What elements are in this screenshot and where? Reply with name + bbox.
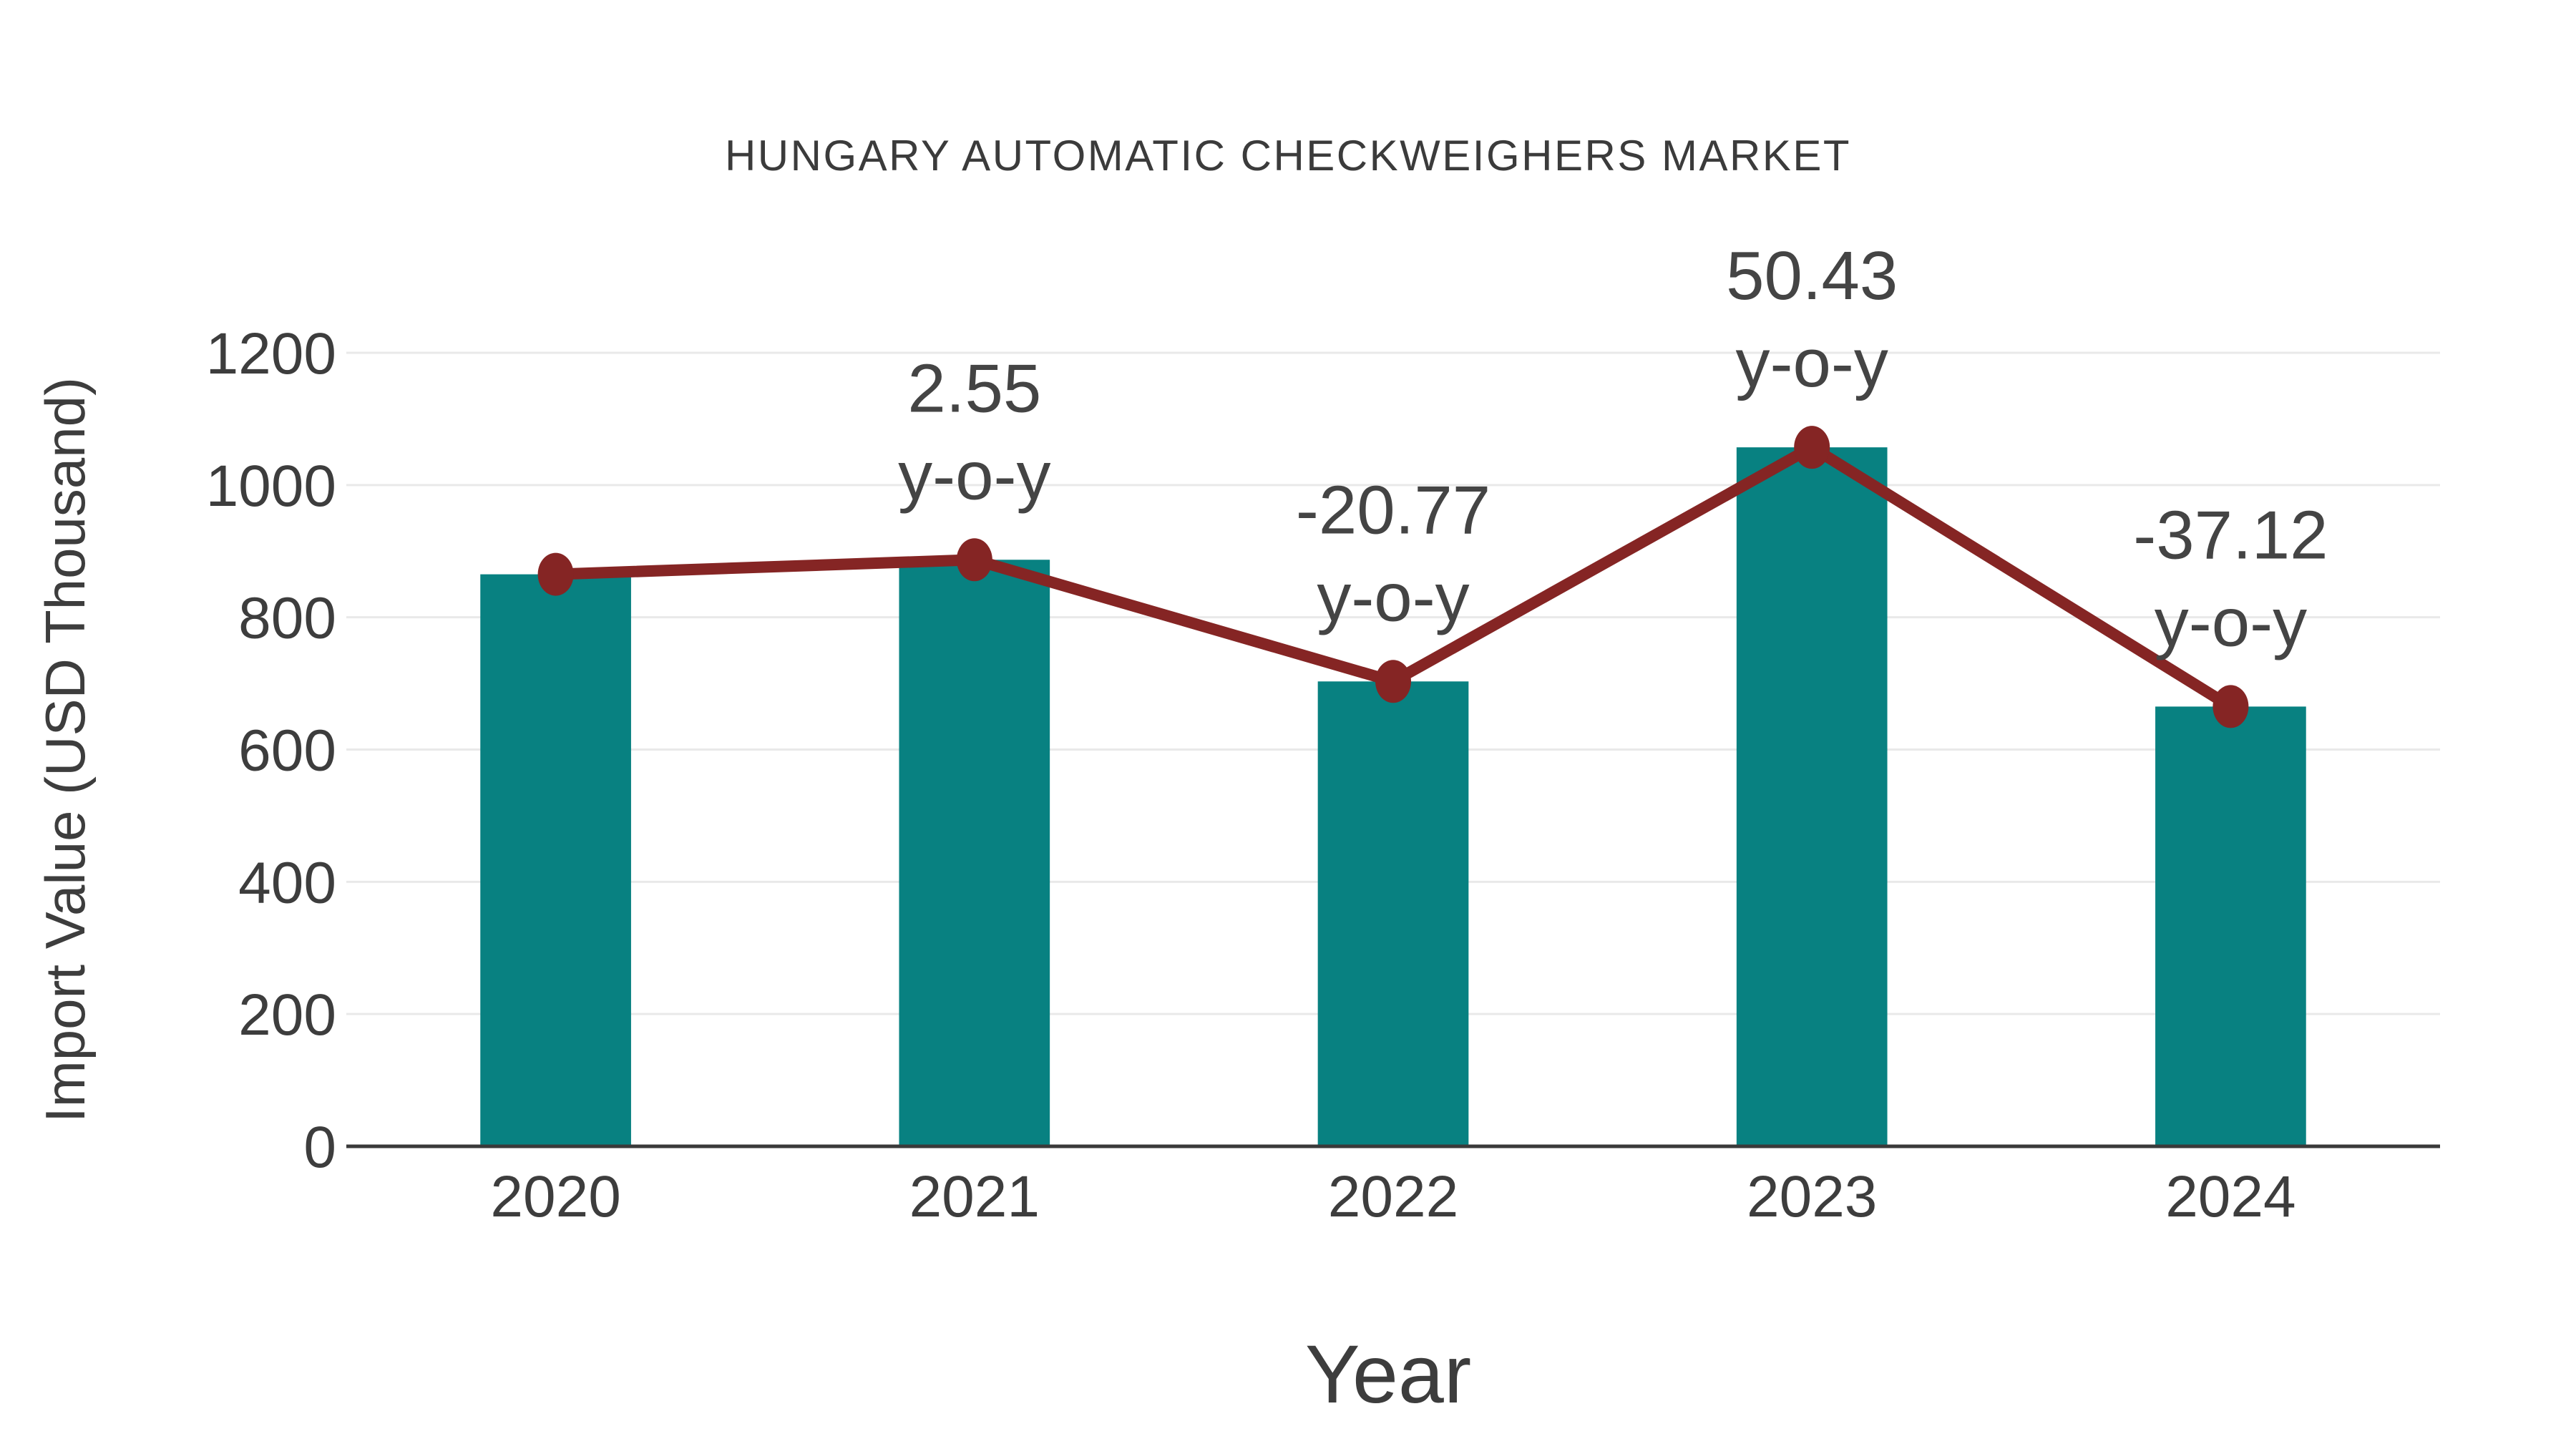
annotation-suffix-2023: y-o-y [1736, 325, 1888, 401]
y-tick-label-1000: 1000 [206, 454, 336, 519]
y-tick-label-0: 0 [303, 1115, 336, 1180]
bar-2024 [2155, 706, 2306, 1146]
annotation-value-2023: 50.43 [1726, 238, 1898, 314]
line-series-layer [537, 426, 2249, 728]
x-tick-labels: 2020 2021 2022 2023 2024 [490, 1164, 2296, 1229]
annotation-value-2021: 2.55 [907, 350, 1041, 426]
x-tick-label-2021: 2021 [909, 1164, 1040, 1229]
bars-layer [480, 447, 2306, 1146]
bar-2021 [899, 560, 1050, 1146]
chart-title: HUNGARY AUTOMATIC CHECKWEIGHERS MARKET [725, 132, 1851, 180]
bar-2020 [480, 574, 631, 1146]
marker-2024 [2212, 685, 2249, 728]
x-tick-label-2020: 2020 [490, 1164, 620, 1229]
y-tick-label-200: 200 [238, 982, 336, 1048]
x-tick-label-2022: 2022 [1328, 1164, 1458, 1229]
y-axis-title: Import Value (USD Thousand) [34, 377, 97, 1123]
annotation-value-2024: -37.12 [2133, 497, 2328, 573]
y-tick-label-1200: 1200 [206, 321, 336, 386]
y-tick-label-600: 600 [238, 718, 336, 784]
y-tick-label-400: 400 [238, 850, 336, 915]
annotation-suffix-2024: y-o-y [2155, 584, 2307, 660]
marker-2023 [1794, 426, 1830, 469]
y-tick-labels: 0 200 400 600 800 1000 1200 [206, 321, 336, 1180]
marker-2022 [1375, 660, 1411, 703]
marker-2020 [537, 552, 574, 596]
annotations-layer: 2.55 y-o-y -20.77 y-o-y 50.43 y-o-y -37.12 y-o-… [898, 238, 2328, 660]
marker-2021 [956, 538, 992, 582]
bar-2023 [1736, 447, 1888, 1146]
annotation-suffix-2022: y-o-y [1317, 559, 1469, 635]
bar-2022 [1317, 681, 1469, 1146]
annotation-suffix-2021: y-o-y [898, 437, 1050, 514]
x-tick-label-2024: 2024 [2165, 1164, 2296, 1229]
x-tick-label-2023: 2023 [1747, 1164, 1877, 1229]
annotation-value-2022: -20.77 [1296, 472, 1491, 548]
y-tick-label-800: 800 [238, 586, 336, 651]
x-axis-title: Year [1305, 1329, 1471, 1420]
